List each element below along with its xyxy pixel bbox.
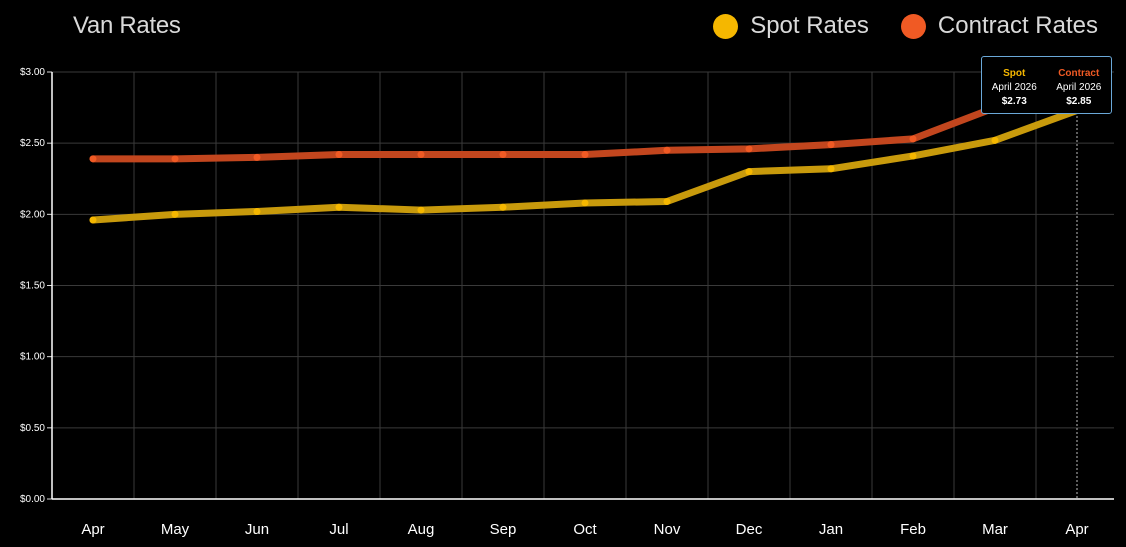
spot-rates-point xyxy=(581,199,589,207)
spot-rates-point xyxy=(89,216,97,224)
spot-rates-point xyxy=(253,207,261,215)
hover-tooltip: Spot April 2026 $2.73 Contract April 202… xyxy=(981,56,1112,114)
spot-rates-point xyxy=(417,206,425,214)
x-tick-label: Oct xyxy=(573,521,597,538)
x-tick-label: Apr xyxy=(1065,521,1088,538)
contract-rates-point xyxy=(417,151,425,159)
legend: Spot Rates Contract Rates xyxy=(713,12,1098,40)
contract-rates-point xyxy=(909,135,917,143)
x-tick-label: May xyxy=(161,521,190,538)
spot-rates-point xyxy=(991,136,999,144)
legend-label-contract: Contract Rates xyxy=(937,12,1098,39)
contract-rates-line xyxy=(89,89,1081,163)
x-tick-label: Aug xyxy=(408,521,435,538)
contract-rates-point xyxy=(581,151,589,159)
spot-rates-point xyxy=(171,210,179,218)
y-tick-label: $2.00 xyxy=(20,209,45,220)
contract-rates-point xyxy=(171,155,179,163)
tooltip-spot-date: April 2026 xyxy=(991,82,1037,93)
tooltip-contract-label: Contract xyxy=(1058,68,1100,79)
x-tick-label: Apr xyxy=(81,521,104,538)
legend-item-contract[interactable]: Contract Rates xyxy=(900,12,1098,40)
x-tick-label: Jan xyxy=(819,521,843,538)
chart-title: Van Rates xyxy=(73,12,181,39)
contract-rates-point xyxy=(253,153,261,161)
contract-rates-point xyxy=(89,155,97,163)
x-tick-label: Jul xyxy=(329,521,348,538)
x-tick-label: Mar xyxy=(982,521,1008,538)
x-tick-label: Jun xyxy=(245,521,269,538)
tooltip-contract: Contract April 2026 $2.85 xyxy=(1056,67,1101,113)
tooltip-spot-label: Spot xyxy=(1003,68,1026,79)
contract-rates-point xyxy=(663,146,671,154)
x-tick-label: Sep xyxy=(490,521,517,538)
legend-swatch-spot xyxy=(713,13,739,39)
spot-rates-point xyxy=(745,168,753,176)
legend-item-spot[interactable]: Spot Rates xyxy=(713,12,869,40)
tooltip-contract-value: $2.85 xyxy=(1066,96,1092,107)
y-tick-label: $1.00 xyxy=(20,352,45,363)
tooltip-spot: Spot April 2026 $2.73 xyxy=(992,67,1037,113)
y-tick-label: $0.00 xyxy=(20,494,45,505)
y-tick-label: $0.50 xyxy=(20,423,45,434)
spot-rates-point xyxy=(335,203,343,211)
contract-rates-point xyxy=(499,151,507,159)
spot-rates-point xyxy=(499,203,507,211)
tooltip-contract-date: April 2026 xyxy=(1056,82,1102,93)
contract-rates-point xyxy=(827,141,835,149)
y-tick-label: $1.50 xyxy=(20,281,45,292)
tooltip-spot-value: $2.73 xyxy=(1001,96,1027,107)
y-tick-label: $3.00 xyxy=(20,67,45,78)
x-tick-label: Dec xyxy=(736,521,763,538)
legend-label-spot: Spot Rates xyxy=(750,12,869,39)
spot-rates-point xyxy=(663,198,671,206)
y-tick-label: $2.50 xyxy=(20,138,45,149)
spot-rates-point xyxy=(827,165,835,173)
spot-rates-point xyxy=(909,152,917,160)
x-tick-label: Nov xyxy=(654,521,681,538)
contract-rates-point xyxy=(335,151,343,159)
contract-rates-point xyxy=(745,145,753,153)
legend-swatch-contract xyxy=(900,13,926,39)
x-tick-label: Feb xyxy=(900,521,926,538)
